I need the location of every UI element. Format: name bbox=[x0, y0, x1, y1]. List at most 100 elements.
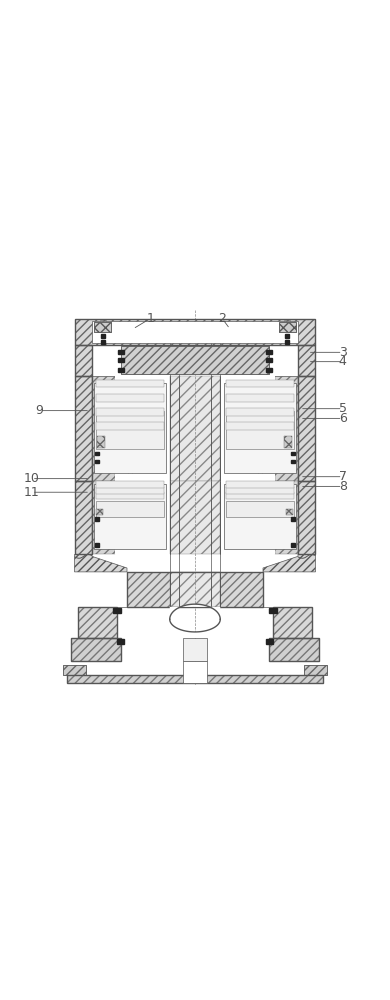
Bar bbox=[269, 638, 319, 661]
Text: 5: 5 bbox=[339, 402, 347, 415]
Bar bbox=[96, 411, 164, 449]
Bar bbox=[226, 408, 294, 416]
Bar bbox=[94, 322, 112, 332]
Bar bbox=[304, 665, 327, 675]
Bar bbox=[113, 608, 121, 613]
Bar bbox=[117, 607, 273, 638]
Polygon shape bbox=[74, 554, 127, 572]
Bar bbox=[278, 322, 296, 332]
Bar bbox=[121, 346, 269, 374]
Bar bbox=[118, 358, 124, 362]
Bar bbox=[285, 340, 289, 344]
Bar bbox=[94, 484, 166, 549]
Bar bbox=[96, 481, 164, 488]
Bar bbox=[74, 481, 92, 554]
Bar bbox=[78, 607, 117, 638]
Bar bbox=[74, 481, 92, 554]
Bar bbox=[71, 638, 121, 661]
Bar bbox=[67, 675, 323, 683]
Bar bbox=[74, 376, 92, 481]
Bar bbox=[115, 376, 275, 481]
Bar bbox=[101, 334, 105, 338]
Bar bbox=[273, 607, 312, 638]
Bar bbox=[71, 638, 121, 661]
Bar bbox=[291, 543, 295, 547]
Text: 8: 8 bbox=[339, 480, 347, 493]
Bar bbox=[286, 509, 293, 515]
Bar bbox=[269, 638, 319, 661]
Bar bbox=[95, 460, 99, 463]
Text: 1: 1 bbox=[146, 312, 154, 325]
Bar bbox=[224, 484, 296, 549]
Bar bbox=[275, 376, 298, 481]
Bar bbox=[118, 368, 124, 372]
Bar bbox=[273, 607, 312, 638]
Bar bbox=[92, 376, 115, 481]
Bar bbox=[226, 492, 294, 499]
Text: 2: 2 bbox=[218, 312, 226, 325]
Bar bbox=[63, 665, 86, 675]
Bar bbox=[96, 501, 164, 517]
Bar bbox=[266, 639, 273, 644]
Bar bbox=[117, 639, 124, 644]
Bar bbox=[266, 358, 272, 362]
Bar bbox=[121, 638, 269, 661]
Bar bbox=[275, 481, 298, 554]
Bar bbox=[63, 665, 86, 675]
Bar bbox=[226, 411, 294, 449]
Text: 3: 3 bbox=[339, 346, 347, 359]
Bar bbox=[298, 376, 316, 481]
Bar bbox=[94, 383, 166, 473]
Bar bbox=[127, 572, 263, 607]
Bar bbox=[92, 481, 115, 554]
Bar bbox=[101, 340, 105, 344]
Bar bbox=[115, 481, 275, 554]
Bar bbox=[298, 345, 316, 376]
Text: 6: 6 bbox=[339, 412, 347, 425]
Bar bbox=[226, 487, 294, 494]
Bar bbox=[170, 376, 220, 481]
Bar bbox=[96, 487, 164, 494]
Bar bbox=[183, 638, 207, 661]
Bar bbox=[96, 509, 103, 515]
Bar bbox=[226, 481, 294, 488]
Bar bbox=[95, 543, 99, 547]
Bar bbox=[96, 380, 164, 387]
Bar bbox=[174, 572, 216, 607]
Bar bbox=[67, 675, 323, 683]
Text: 10: 10 bbox=[24, 472, 40, 485]
Bar bbox=[74, 345, 92, 376]
Bar bbox=[74, 376, 92, 481]
Bar bbox=[127, 572, 263, 607]
Bar bbox=[78, 607, 117, 638]
Bar bbox=[224, 383, 296, 473]
Bar bbox=[284, 436, 292, 448]
Bar bbox=[291, 460, 295, 463]
Bar bbox=[226, 422, 294, 430]
Bar bbox=[97, 436, 105, 448]
Bar bbox=[226, 394, 294, 402]
Bar bbox=[291, 452, 295, 455]
Bar bbox=[95, 452, 99, 455]
Bar bbox=[183, 661, 207, 683]
Bar bbox=[118, 350, 124, 354]
Bar bbox=[298, 481, 316, 554]
Bar bbox=[74, 319, 316, 345]
Bar bbox=[92, 321, 298, 343]
Bar bbox=[266, 350, 272, 354]
Bar bbox=[121, 346, 269, 374]
Bar bbox=[269, 608, 277, 613]
Bar bbox=[96, 394, 164, 402]
Bar bbox=[96, 422, 164, 430]
Bar bbox=[74, 345, 92, 376]
Bar bbox=[304, 665, 327, 675]
Polygon shape bbox=[263, 554, 316, 572]
Bar bbox=[96, 492, 164, 499]
Text: 11: 11 bbox=[24, 486, 40, 499]
Bar bbox=[285, 334, 289, 338]
Text: 4: 4 bbox=[339, 355, 347, 368]
Bar bbox=[92, 345, 298, 376]
Bar bbox=[95, 517, 99, 521]
Polygon shape bbox=[170, 619, 220, 638]
Bar bbox=[94, 322, 112, 332]
